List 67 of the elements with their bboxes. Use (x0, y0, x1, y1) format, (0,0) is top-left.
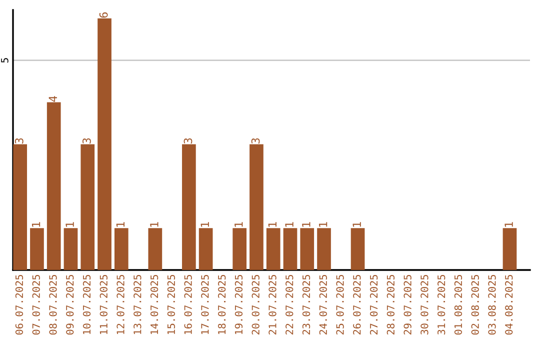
x-tick-label: 02.08.2025 (471, 274, 479, 335)
bar (198, 228, 213, 270)
bar (64, 228, 78, 270)
x-tick-label: 14.07.2025 (150, 274, 158, 334)
data-label: 1 (32, 222, 40, 227)
x-tick-label: 10.07.2025 (82, 274, 91, 334)
x-tick-label: 03.08.2025 (488, 274, 496, 335)
bar (266, 228, 280, 270)
x-tick-label: 24.07.2025 (319, 274, 327, 334)
x-tick-label: 15.07.2025 (167, 274, 176, 334)
x-tick-label: 22.07.2025 (286, 274, 294, 334)
x-tick-label: 28.07.2025 (386, 274, 395, 334)
bar (232, 228, 247, 270)
x-tick-label: 30.07.2025 (420, 274, 428, 335)
bar (317, 228, 331, 270)
x-tick-label: 29.07.2025 (404, 274, 412, 334)
bar (283, 228, 298, 270)
x-tick-label: 21.07.2025 (268, 274, 276, 334)
x-tick-label: 01.08.2025 (454, 274, 462, 335)
data-label: 1 (150, 222, 158, 227)
x-tick-label: 16.07.2025 (184, 274, 192, 334)
x-tick-label: 04.08.2025 (505, 274, 513, 335)
x-tick-label: 27.07.2025 (370, 274, 378, 334)
bar (30, 228, 44, 270)
bar (13, 144, 28, 270)
data-label: 1 (234, 222, 243, 227)
x-tick-label: 19.07.2025 (234, 274, 243, 334)
data-label: 1 (352, 222, 361, 227)
bar (250, 144, 264, 270)
data-label: 3 (184, 138, 192, 144)
bar (46, 102, 61, 270)
data-label: 4 (48, 96, 57, 102)
x-tick-label: 20.07.2025 (252, 274, 260, 334)
bar (98, 18, 112, 270)
bar (350, 228, 365, 270)
x-tick-label: 26.07.2025 (353, 274, 361, 334)
x-tick-label: 31.07.2025 (438, 274, 446, 335)
bar (80, 144, 95, 270)
data-label: 1 (200, 222, 209, 227)
x-tick-label: 09.07.2025 (66, 274, 74, 335)
data-label: 1 (504, 222, 513, 227)
x-tick-label: 12.07.2025 (116, 274, 124, 334)
bar (182, 144, 196, 270)
bar (114, 228, 128, 270)
data-label: 1 (268, 222, 276, 227)
data-label: 3 (82, 138, 91, 144)
x-tick-label: 18.07.2025 (218, 274, 226, 334)
x-tick-label: 11.07.2025 (100, 274, 108, 334)
data-label: 1 (285, 222, 294, 227)
x-tick-label: 17.07.2025 (201, 274, 209, 334)
x-tick-label: 07.07.2025 (32, 274, 40, 335)
x-tick-label: 08.07.2025 (49, 274, 57, 335)
bar (502, 228, 517, 270)
data-label: 3 (251, 138, 260, 144)
x-tick-label: 06.07.2025 (15, 274, 24, 335)
bar (148, 228, 162, 270)
x-tick-label: 13.07.2025 (134, 274, 142, 334)
data-label: 1 (66, 222, 74, 227)
x-tick-label: 23.07.2025 (302, 274, 310, 334)
data-label: 1 (319, 222, 328, 227)
data-label: 1 (116, 222, 124, 227)
y-tick-label: 5 (1, 58, 8, 63)
x-tick-label: 25.07.2025 (336, 274, 344, 334)
bar (300, 228, 314, 270)
data-label: 3 (14, 138, 24, 144)
data-label: 1 (302, 222, 310, 227)
data-label: 6 (99, 12, 108, 18)
